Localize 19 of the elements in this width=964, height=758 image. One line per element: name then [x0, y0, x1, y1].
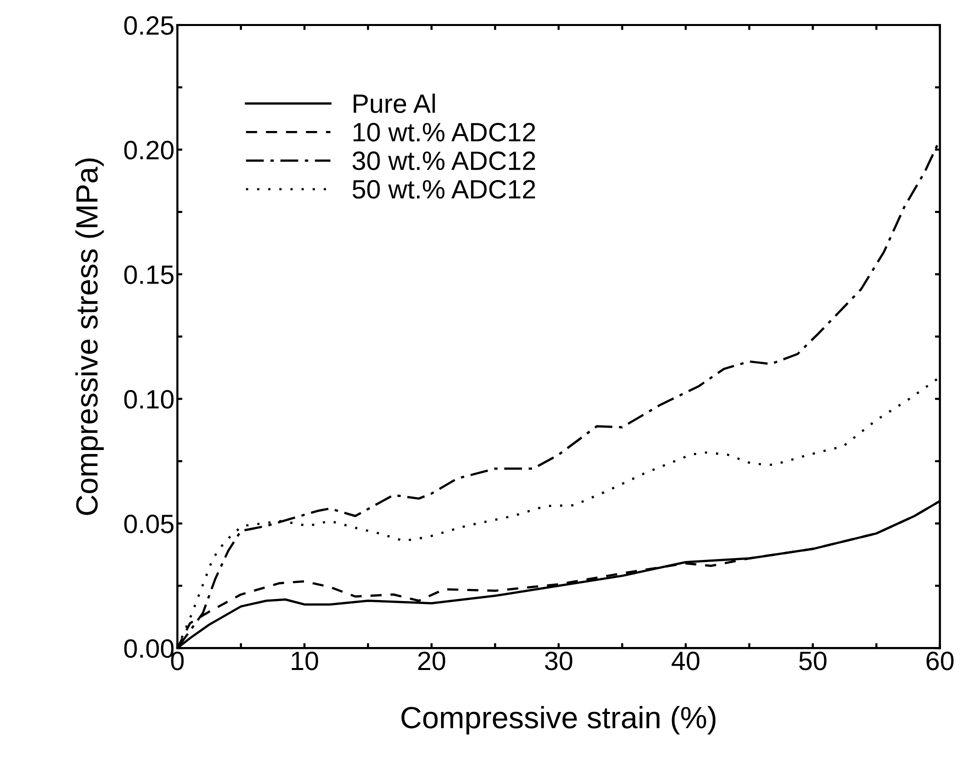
- x-tick-label: 40: [672, 652, 700, 670]
- legend-label: Pure Al: [354, 94, 435, 114]
- legend-label: 50 wt.% ADC12: [352, 180, 536, 199]
- y-axis-title: Compressive stress (MPa): [75, 158, 104, 515]
- y-tick-label: 0.20: [124, 140, 174, 160]
- x-tick-label: 50: [799, 652, 826, 670]
- y-tick-label: 0.00: [124, 639, 174, 658]
- legend-label: 10 wt.% ADC12: [354, 122, 536, 142]
- x-tick-label: 20: [418, 652, 446, 670]
- y-tick-label: 0.25: [124, 16, 174, 35]
- y-tick-label: 0.15: [124, 265, 174, 284]
- x-axis-title: Compressive strain (%): [401, 706, 716, 735]
- x-tick-label: 0: [171, 652, 184, 670]
- x-tick-label: 30: [544, 652, 572, 670]
- x-tick-label: 60: [926, 652, 954, 670]
- y-tick-label: 0.05: [124, 514, 174, 534]
- y-tick-label: 0.10: [124, 390, 174, 409]
- legend-label: 30 wt.% ADC12: [352, 151, 536, 170]
- x-tick-label: 10: [292, 652, 318, 670]
